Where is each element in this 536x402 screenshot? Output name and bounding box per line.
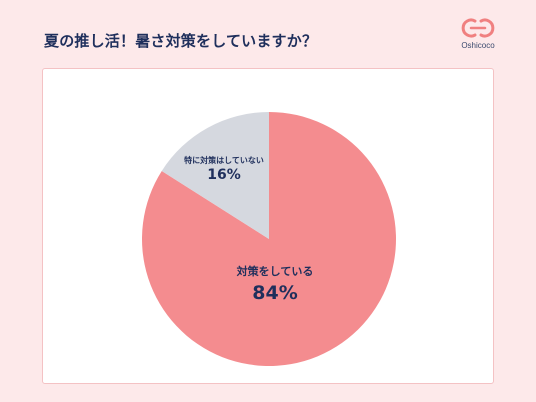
- slice-value-taking-measures: 84%: [252, 282, 298, 304]
- pie-chart: [141, 112, 396, 366]
- pie-slice-no-measures: [161, 112, 269, 239]
- chart-card: 特に対策はしていない 16% 対策をしている 84%: [42, 68, 494, 384]
- oshicoco-logo-icon: [461, 18, 495, 38]
- brand-logo: Oshicoco: [452, 17, 504, 55]
- slice-value-no-measures: 16%: [207, 167, 241, 183]
- page-title: 夏の推し活！暑さ対策をしていますか？: [44, 32, 318, 50]
- slice-label-taking-measures: 対策をしている: [236, 265, 314, 278]
- slice-label-no-measures: 特に対策はしていない: [184, 156, 264, 165]
- logo-text: Oshicoco: [461, 41, 495, 50]
